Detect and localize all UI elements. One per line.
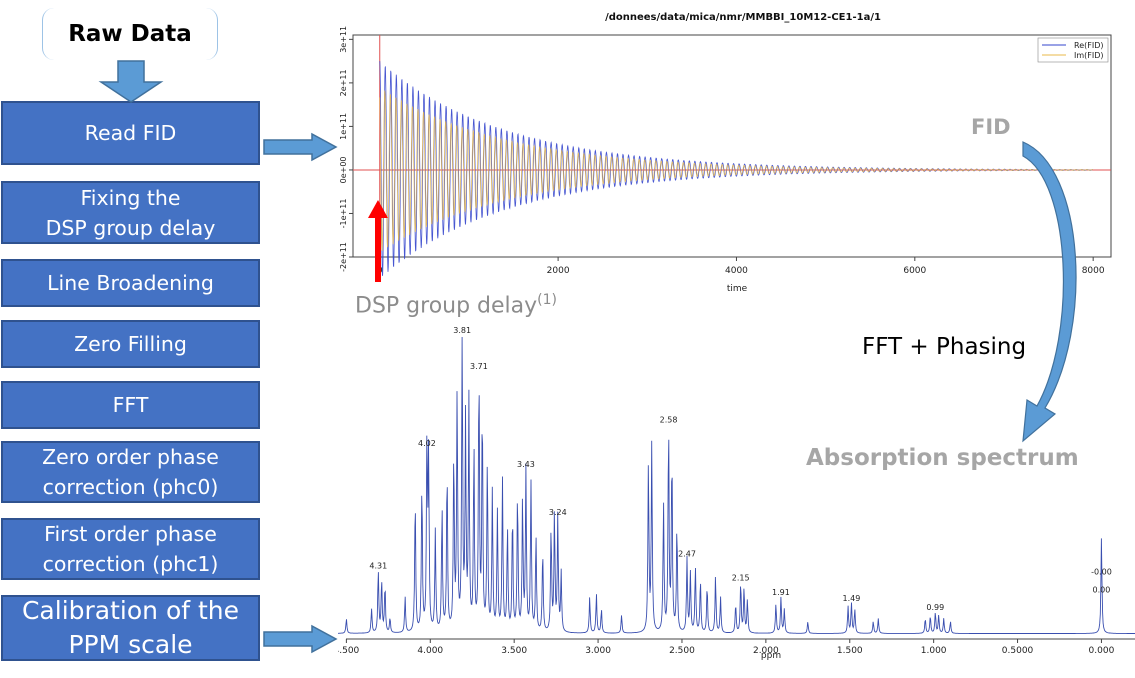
absorption-annotation: Absorption spectrum xyxy=(806,445,1079,471)
raw-data-label: Raw Data xyxy=(68,21,192,47)
spectrum-peak-labels: 4.31 4.02 3.81 3.71 3.43 3.24 2.58 2.47 2.15 1.91… xyxy=(369,326,1111,612)
spectrum-x-tick-label: 4.000 xyxy=(417,646,443,656)
step-label: Zero Filling xyxy=(74,332,187,356)
fid-x-tick-label: 4000 xyxy=(725,266,748,276)
fid-x-tick-label: 6000 xyxy=(903,266,926,276)
red-up-arrow-icon xyxy=(368,200,388,282)
step-dsp-group-delay: Fixing the DSP group delay xyxy=(1,181,260,244)
dsp-annotation: DSP group delay(1) xyxy=(355,292,557,318)
fid-y-tick-label: 3e+11 xyxy=(339,26,348,53)
peak-label: 3.43 xyxy=(517,460,535,469)
fid-series-Im(FID) xyxy=(379,90,1093,251)
down-arrow-icon xyxy=(98,60,164,103)
step-label: Line Broadening xyxy=(47,271,214,295)
step-label: Zero order phase correction (phc0) xyxy=(42,445,219,499)
step-ppm-calibration: Calibration of the PPM scale xyxy=(1,595,260,661)
spectrum-x-tick-label: 2.500 xyxy=(669,646,695,656)
fid-annotation: FID xyxy=(971,115,1011,139)
legend-label-re: Re(FID) xyxy=(1074,41,1103,50)
spectrum-chart: 4.31 4.02 3.81 3.71 3.43 3.24 2.58 2.47 2.15 1.91… xyxy=(338,326,1135,661)
fid-x-tick-label: 8000 xyxy=(1082,266,1105,276)
right-arrow-icon xyxy=(263,132,338,162)
peak-label: 3.81 xyxy=(453,326,471,335)
raw-data-box: Raw Data xyxy=(42,8,218,60)
step-label: FFT xyxy=(112,393,149,417)
step-label: Read FID xyxy=(84,121,177,145)
step-fft: FFT xyxy=(1,381,260,429)
peak-label: 1.49 xyxy=(843,594,861,603)
peak-label: 2.15 xyxy=(732,573,750,582)
peak-label: 0.00 xyxy=(1093,585,1111,594)
step-phc1: First order phase correction (phc1) xyxy=(1,518,260,580)
spectrum-x-tick-label: 0.000 xyxy=(1089,646,1115,656)
fid-chart-title: /donnees/data/mica/nmr/MMBBI_10M12-CE1-1… xyxy=(605,12,881,23)
step-zero-filling: Zero Filling xyxy=(1,320,260,368)
spectrum-x-tick-label: 2.000 xyxy=(753,646,779,656)
legend-box xyxy=(1037,37,1109,63)
peak-label: 2.58 xyxy=(660,415,678,424)
step-line-broadening: Line Broadening xyxy=(1,259,260,307)
peak-label: 0.99 xyxy=(926,603,944,612)
peak-label: 3.71 xyxy=(470,362,488,371)
spectrum-axes: 4.500 4.000 3.500 3.000 2.500 2.000 1.500 1.000… xyxy=(338,638,1135,656)
fid-chart: /donnees/data/mica/nmr/MMBBI_10M12-CE1-1… xyxy=(339,12,1112,294)
step-label: Fixing the DSP group delay xyxy=(45,185,216,240)
spectrum-x-tick-label: 1.500 xyxy=(837,646,863,656)
step-label: First order phase correction (phc1) xyxy=(42,522,219,576)
spectrum-x-tick-label: 3.500 xyxy=(501,646,527,656)
spectrum-x-tick-label: 4.500 xyxy=(338,646,360,656)
fid-y-tick-label: 1e+11 xyxy=(339,113,348,140)
dsp-label-text: DSP group delay xyxy=(355,293,538,319)
fft-phasing-annotation: FFT + Phasing xyxy=(862,334,1027,360)
spectrum-x-tick-label: 1.000 xyxy=(921,646,947,656)
right-arrow-icon xyxy=(263,624,338,654)
spectrum-x-tick-label: 3.000 xyxy=(585,646,611,656)
fid-y-tick-label: 2e+11 xyxy=(339,69,348,96)
peak-label: -0.00 xyxy=(1091,567,1112,576)
fid-axes: 02000400060008000-2e+11-1e+110e+001e+112… xyxy=(339,26,1105,276)
peak-label: 4.02 xyxy=(418,439,436,448)
fid-y-tick-label: -1e+11 xyxy=(339,199,348,229)
fid-x-tick-label: 2000 xyxy=(547,266,570,276)
legend-label-im: Im(FID) xyxy=(1074,51,1104,60)
fid-legend: Re(FID) Im(FID) xyxy=(1037,37,1109,63)
step-read-fid: Read FID xyxy=(1,101,260,165)
peak-label: 1.91 xyxy=(772,588,790,597)
fid-y-tick-label: 0e+00 xyxy=(339,156,348,183)
step-label: Calibration of the PPM scale xyxy=(21,596,240,659)
spectrum-x-tick-label: 0.5000 xyxy=(1002,646,1034,656)
step-phc0: Zero order phase correction (phc0) xyxy=(1,441,260,503)
dsp-footnote: (1) xyxy=(537,292,558,308)
fid-x-axis-label: time xyxy=(727,284,748,294)
peak-label: 2.47 xyxy=(678,550,696,559)
peak-label: 3.24 xyxy=(549,508,567,517)
spectrum-line xyxy=(338,336,1135,634)
spectrum-x-axis-label: ppm xyxy=(761,651,781,661)
fid-y-tick-label: -2e+11 xyxy=(339,242,348,272)
spectrum-trace xyxy=(338,336,1135,634)
curved-arrow-icon xyxy=(1022,141,1077,443)
peak-label: 4.31 xyxy=(369,561,387,570)
